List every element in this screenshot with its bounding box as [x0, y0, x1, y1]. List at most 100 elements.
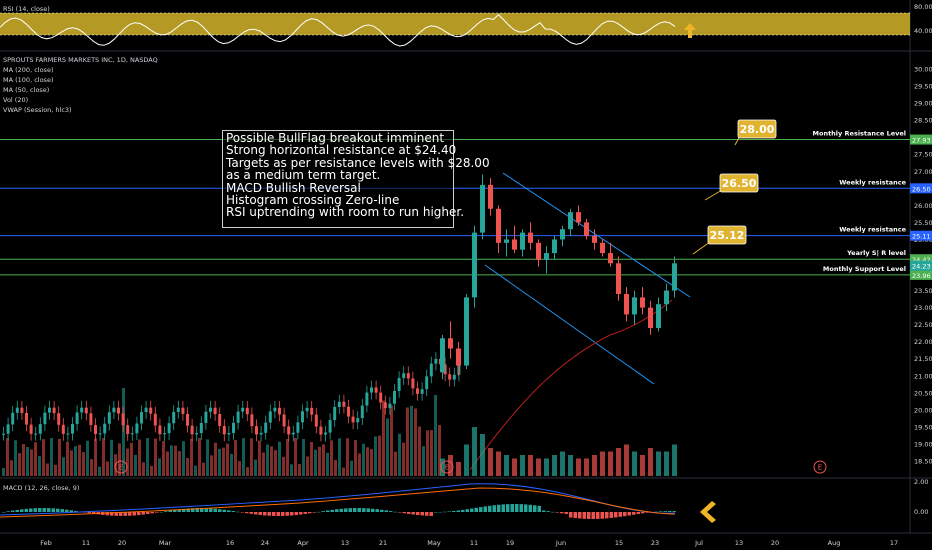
- macd-histogram-bar: [389, 511, 393, 512]
- macd-histogram-bar: [636, 512, 640, 515]
- candle-body: [434, 358, 438, 364]
- macd-axis-tick: 2.00: [914, 478, 928, 486]
- volume-bar: [222, 447, 225, 476]
- date-axis-tick: 11: [470, 539, 478, 547]
- macd-histogram-bar: [573, 512, 577, 519]
- volume-bar: [6, 438, 9, 476]
- volume-bar: [422, 446, 425, 476]
- volume-bar: [150, 465, 153, 476]
- candle-body: [259, 432, 263, 435]
- candle-body: [287, 426, 291, 435]
- volume-bar: [616, 448, 621, 476]
- volume-bar: [74, 446, 77, 476]
- macd-histogram-bar: [591, 512, 595, 519]
- macd-histogram-bar: [245, 512, 249, 514]
- candle-body: [440, 338, 445, 373]
- current-price-tag-text: 24.23: [912, 263, 931, 271]
- candle-body: [379, 392, 383, 403]
- macd-histogram-bar: [375, 509, 379, 512]
- macd-histogram-bar: [492, 505, 496, 512]
- macd-histogram-bar: [330, 509, 334, 512]
- price-axis-tick: 19.50: [914, 423, 932, 431]
- volume-bar: [30, 449, 33, 476]
- candle-body: [43, 412, 47, 425]
- volume-bar: [94, 438, 97, 476]
- candle-body: [236, 411, 240, 423]
- macd-histogram-bar: [497, 504, 501, 512]
- macd-histogram-bar: [519, 504, 523, 512]
- candle-body: [66, 433, 70, 435]
- volume-bar: [118, 443, 121, 476]
- macd-histogram-bar: [299, 512, 303, 515]
- macd-histogram-bar: [200, 508, 204, 512]
- date-axis-tick: 17: [890, 539, 898, 547]
- macd-histogram-bar: [326, 510, 330, 512]
- macd-histogram-bar: [308, 512, 312, 514]
- macd-legend: MACD (12, 26, close, 9): [3, 484, 80, 492]
- macd-histogram-bar: [393, 511, 397, 513]
- volume-bar: [302, 439, 305, 476]
- volume-bar: [142, 462, 145, 476]
- volume-bar: [194, 465, 197, 476]
- volume-bar: [90, 459, 93, 476]
- candle-body: [305, 407, 309, 412]
- level-price-tag-text: 27.93: [912, 137, 931, 145]
- volume-bar: [330, 440, 333, 476]
- macd-left-arrow: [700, 501, 716, 523]
- volume-bar: [584, 458, 589, 476]
- volume-bar: [14, 440, 17, 476]
- candle-body: [374, 387, 378, 393]
- level-price-tag: [910, 254, 932, 265]
- date-axis-tick: 16: [226, 539, 234, 547]
- volume-bar: [78, 444, 81, 476]
- date-axis-tick: Jun: [555, 539, 566, 547]
- macd-histogram-bar: [42, 508, 46, 512]
- volume-bar: [258, 440, 261, 476]
- rsi-band: [0, 13, 910, 35]
- target-callout: [737, 119, 777, 139]
- annotation-box[interactable]: Possible BullFlag breakout imminent Stro…: [222, 130, 490, 228]
- macd-histogram-bar: [29, 508, 33, 512]
- candle-body: [616, 263, 621, 294]
- macd-histogram-bar: [6, 511, 10, 512]
- macd-histogram-bar: [195, 508, 199, 512]
- volume-bar: [640, 455, 645, 476]
- candle-body: [2, 433, 5, 435]
- level-label: Weekly resistance: [839, 226, 906, 234]
- macd-histogram-bar: [65, 509, 69, 512]
- candle-body: [204, 411, 208, 424]
- macd-histogram-bar: [263, 512, 267, 516]
- level-label: Monthly Resistance Level: [813, 130, 906, 138]
- macd-histogram-bar: [641, 512, 645, 514]
- volume-bar: [402, 442, 405, 476]
- volume-bar: [198, 438, 201, 476]
- volume-bar: [362, 443, 365, 476]
- volume-bar: [250, 438, 253, 476]
- macd-histogram-bar: [420, 512, 424, 516]
- candle-body: [186, 413, 189, 426]
- candle-body: [425, 376, 429, 390]
- macd-histogram-bar: [276, 512, 280, 516]
- target-callout-text: 28.00: [740, 123, 775, 136]
- callout-pointer: [704, 189, 723, 201]
- macd-histogram-bar: [483, 506, 487, 512]
- candle-body: [15, 407, 19, 413]
- volume-bar: [398, 433, 401, 476]
- price-axis-tick: 25.50: [914, 219, 932, 227]
- volume-bar: [342, 467, 345, 476]
- volume-bar: [378, 435, 381, 476]
- candle-body: [172, 411, 176, 424]
- macd-histogram-bar: [173, 509, 177, 512]
- macd-histogram-bar: [542, 510, 546, 512]
- volume-bar: [110, 439, 113, 476]
- candle-body: [402, 373, 406, 379]
- candle-body: [218, 414, 222, 426]
- earnings-marker-text: E: [119, 464, 123, 472]
- volume-bar: [126, 448, 129, 476]
- volume-bar: [154, 438, 157, 476]
- candle-body: [255, 426, 258, 435]
- candle-body: [319, 426, 323, 435]
- macd-histogram-bar: [218, 509, 222, 512]
- macd-histogram-bar: [105, 512, 109, 516]
